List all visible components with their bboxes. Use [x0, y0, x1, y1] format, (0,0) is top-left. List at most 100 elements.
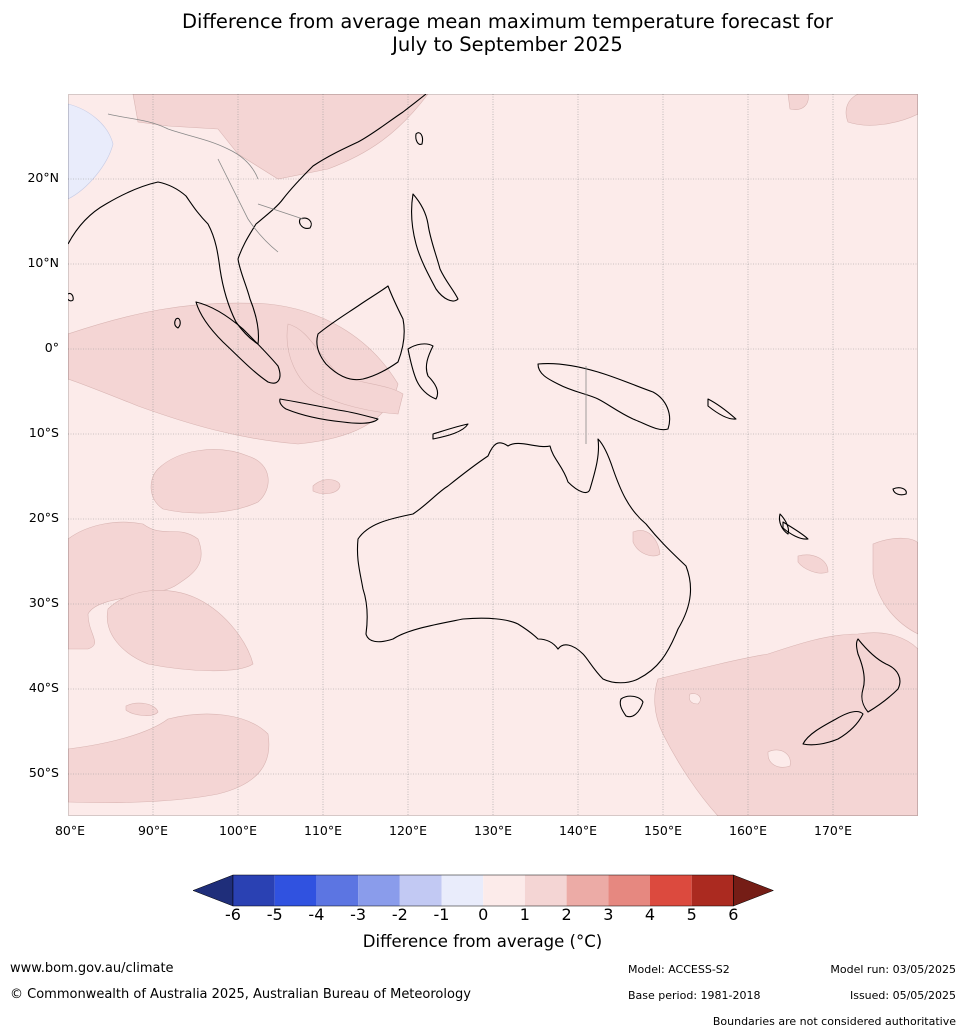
- colorbar-tick-label: 0: [478, 905, 489, 924]
- lat-label: 20°S: [28, 510, 59, 525]
- anomaly-region-cool-india: [68, 103, 114, 200]
- anomaly-region-coral-east: [872, 537, 918, 635]
- anomaly-region-se-asia: [132, 94, 429, 180]
- lon-label: 110°E: [303, 823, 343, 838]
- colorbar-tick-label: 3: [603, 905, 614, 924]
- lon-label: 120°E: [388, 823, 428, 838]
- lon-label: 80°E: [54, 823, 86, 838]
- coast-australia: [356, 438, 692, 684]
- colorbar-label: Difference from average (°C): [362, 932, 603, 951]
- colorbar-tick-label: -3: [350, 905, 367, 924]
- gridlines: [68, 94, 918, 816]
- anomaly-region-java-sea: [286, 323, 404, 415]
- map-frame: [68, 94, 918, 816]
- colorbar-cell: [358, 875, 400, 906]
- colorbar-cell: [691, 875, 734, 906]
- anomaly-region-nz-inner: [767, 749, 791, 768]
- footer-model: Model: ACCESS-S2: [628, 963, 730, 976]
- title-line-1: Difference from average mean maximum tem…: [182, 10, 833, 33]
- title-line-2: July to September 2025: [392, 33, 623, 56]
- colorbar-tick-label: -5: [266, 905, 283, 924]
- colorbar-cell: [608, 875, 650, 906]
- colorbar-tick-label: 5: [686, 905, 697, 924]
- lon-label: 160°E: [728, 823, 768, 838]
- anomaly-region-far-south-west: [68, 713, 270, 804]
- lon-label: 130°E: [473, 823, 513, 838]
- colorbar-cell: [483, 875, 525, 906]
- anomaly-region-qld-coast: [632, 530, 661, 557]
- coast-sulawesi: [407, 343, 439, 400]
- colorbar-cell: [650, 875, 692, 906]
- coast-taiwan: [415, 132, 424, 145]
- colorbar-tick-label: -4: [308, 905, 325, 924]
- coast-sri-lanka: [174, 317, 181, 329]
- anomaly-region-west-indian: [68, 521, 202, 650]
- anomaly-region-indian-ocean-south: [150, 449, 269, 514]
- lon-label: 90°E: [137, 823, 169, 838]
- lat-label: 40°S: [28, 680, 59, 695]
- colorbar-cell: [566, 875, 609, 906]
- colorbar-cell: [524, 875, 567, 906]
- colorbar-frame: [232, 874, 734, 907]
- coast-solomon: [707, 398, 737, 420]
- colorbar-cell: [399, 875, 442, 906]
- chart-title: Difference from average mean maximum tem…: [0, 10, 965, 56]
- lon-label: 170°E: [813, 823, 853, 838]
- coast-java: [279, 398, 379, 424]
- anomaly-region-tasman-inner: [688, 693, 701, 705]
- coast-timor: [432, 423, 469, 440]
- lon-label: 100°E: [218, 823, 258, 838]
- colorbar-tick-label: 1: [519, 905, 530, 924]
- lat-label: 50°S: [28, 765, 59, 780]
- coast-india-west: [68, 292, 74, 302]
- anomaly-region-indian-ocean-eq: [68, 302, 399, 445]
- lat-label: 10°N: [27, 255, 59, 270]
- lat-label: 0°: [44, 340, 59, 355]
- colorbar-tick-label: -1: [433, 905, 450, 924]
- coastlines: [68, 94, 907, 746]
- colorbar-cell: [274, 875, 317, 906]
- anomaly-region-sw-indian: [106, 590, 254, 672]
- forecast-map: [68, 94, 918, 816]
- colorbar-cell: [441, 875, 484, 906]
- colorbar-tick-label: -2: [391, 905, 408, 924]
- coast-new-zealand-south: [802, 710, 864, 746]
- coast-hainan: [299, 217, 312, 229]
- colorbar-cells: [192, 874, 775, 907]
- colorbar-tick-label: 4: [644, 905, 656, 924]
- coast-philippines: [411, 193, 459, 302]
- coast-borneo: [316, 285, 405, 381]
- footer-base-period: Base period: 1981-2018: [628, 989, 761, 1002]
- lat-label: 30°S: [28, 595, 59, 610]
- coast-new-caledonia: [782, 521, 809, 540]
- anomaly-region-small-south: [312, 479, 341, 495]
- coast-new-guinea: [537, 362, 671, 431]
- coast-new-zealand-north: [855, 638, 901, 713]
- footer-url: www.bom.gov.au/climate: [10, 961, 174, 976]
- anomaly-region-pacific-ne: [845, 94, 918, 126]
- coast-asia-mainland: [68, 94, 427, 345]
- colorbar-cell: [316, 875, 359, 906]
- anomaly-region-coral-small: [797, 554, 829, 574]
- footer-model-run: Model run: 03/05/2025: [830, 963, 956, 976]
- anomaly-1-to-2-regions: [68, 94, 918, 816]
- coast-vanuatu: [778, 513, 790, 535]
- footer-boundaries: Boundaries are not considered authoritat…: [712, 1015, 956, 1028]
- lat-label: 20°N: [27, 170, 59, 185]
- colorbar-tick-label: 6: [728, 905, 739, 924]
- lon-label: 140°E: [558, 823, 598, 838]
- colorbar-extend-high: [733, 874, 775, 907]
- coast-fiji: [892, 487, 907, 496]
- footer-issued: Issued: 05/05/2025: [849, 989, 956, 1002]
- colorbar-cell: [233, 875, 275, 906]
- country-borders: [107, 113, 587, 444]
- coast-tasmania: [619, 695, 644, 718]
- colorbar-tick-label: -6: [225, 905, 241, 924]
- colorbar-extend-low: [192, 874, 234, 907]
- lat-label: 10°S: [28, 425, 59, 440]
- anomaly-region-small-north: [787, 94, 809, 110]
- colorbar: [192, 874, 775, 907]
- lon-label: 150°E: [643, 823, 683, 838]
- footer-copyright: © Commonwealth of Australia 2025, Austra…: [10, 987, 471, 1002]
- anomaly-region-small-sw: [125, 702, 159, 716]
